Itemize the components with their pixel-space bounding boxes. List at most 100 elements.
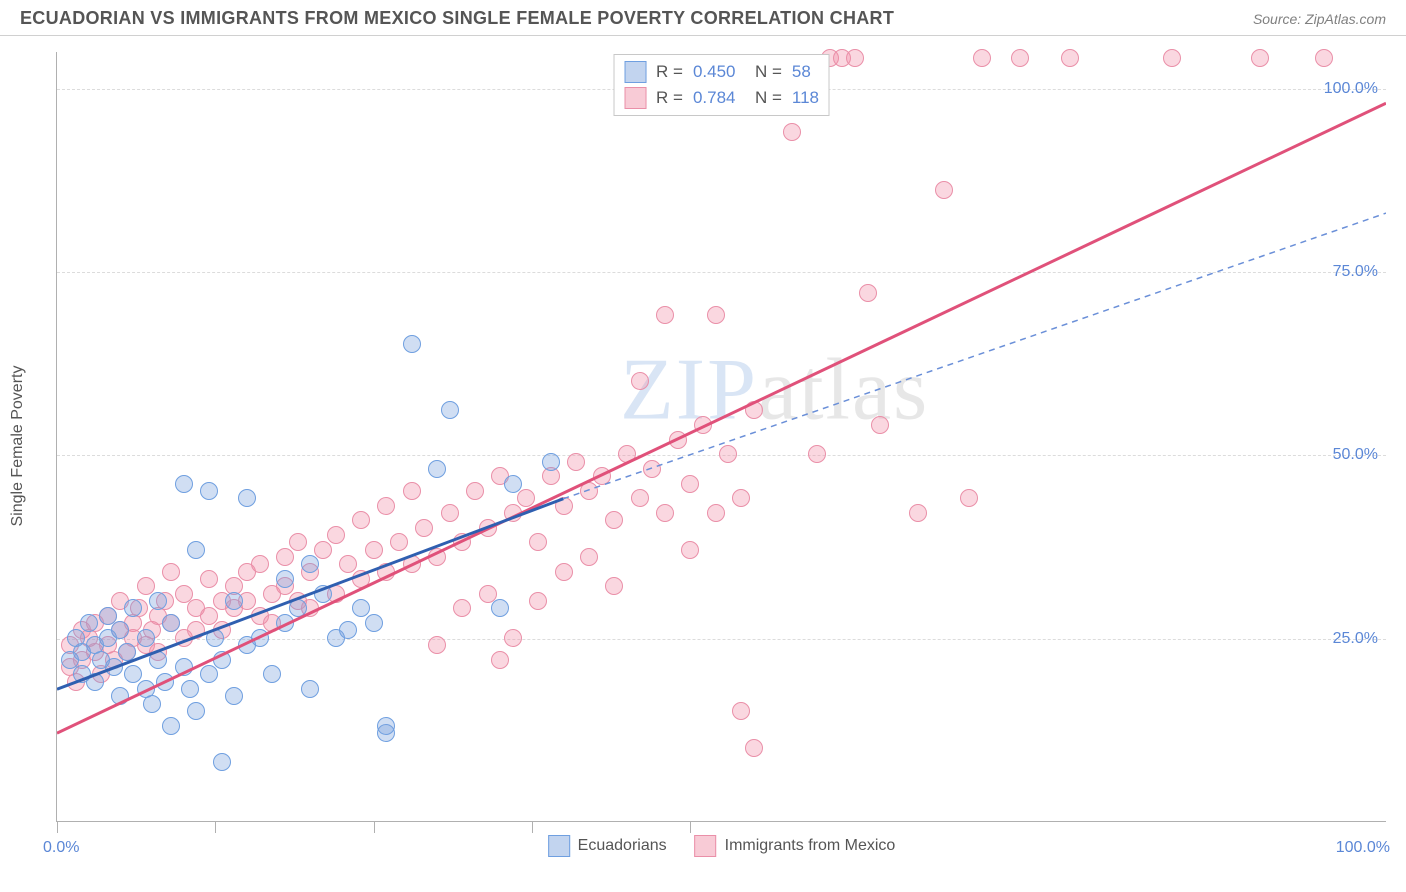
data-point	[935, 181, 953, 199]
data-point	[529, 533, 547, 551]
trend-lines	[57, 52, 1386, 821]
watermark-atlas: atlas	[758, 342, 929, 439]
n-label: N =	[742, 88, 786, 108]
data-point	[909, 504, 927, 522]
data-point	[124, 599, 142, 617]
data-point	[175, 475, 193, 493]
data-point	[707, 306, 725, 324]
data-point	[1011, 49, 1029, 67]
data-point	[973, 49, 991, 67]
data-point	[580, 482, 598, 500]
blue-n-value: 58	[792, 62, 811, 82]
data-point	[669, 431, 687, 449]
data-point	[200, 607, 218, 625]
data-point	[137, 577, 155, 595]
data-point	[200, 570, 218, 588]
x-tick	[690, 821, 691, 833]
y-axis-title: Single Female Poverty	[9, 366, 27, 527]
data-point	[289, 599, 307, 617]
data-point	[289, 533, 307, 551]
data-point	[352, 511, 370, 529]
data-point	[859, 284, 877, 302]
source-label: Source:	[1253, 11, 1301, 27]
data-point	[251, 555, 269, 573]
data-point	[276, 570, 294, 588]
data-point	[491, 651, 509, 669]
data-point	[377, 563, 395, 581]
data-point	[441, 401, 459, 419]
data-point	[181, 680, 199, 698]
data-point	[504, 629, 522, 647]
x-tick	[215, 821, 216, 833]
y-tick-label: 50.0%	[1333, 446, 1378, 464]
data-point	[1163, 49, 1181, 67]
data-point	[403, 335, 421, 353]
legend-label-blue: Ecuadorians	[578, 837, 667, 855]
data-point	[301, 555, 319, 573]
data-point	[187, 541, 205, 559]
data-point	[162, 563, 180, 581]
data-point	[339, 555, 357, 573]
data-point	[377, 497, 395, 515]
gridline	[57, 272, 1386, 273]
data-point	[567, 453, 585, 471]
data-point	[631, 372, 649, 390]
legend-item-pink: Immigrants from Mexico	[695, 835, 896, 857]
data-point	[504, 504, 522, 522]
data-point	[580, 548, 598, 566]
source-value: ZipAtlas.com	[1305, 11, 1386, 27]
data-point	[656, 504, 674, 522]
chart-title: ECUADORIAN VS IMMIGRANTS FROM MEXICO SIN…	[20, 8, 894, 29]
data-point	[365, 614, 383, 632]
data-point	[555, 563, 573, 581]
data-point	[441, 504, 459, 522]
data-point	[352, 570, 370, 588]
series-legend: Ecuadorians Immigrants from Mexico	[548, 835, 896, 857]
data-point	[276, 548, 294, 566]
data-point	[605, 577, 623, 595]
data-point	[314, 585, 332, 603]
x-tick	[57, 821, 58, 833]
data-point	[656, 306, 674, 324]
watermark-zip: ZIP	[620, 342, 758, 439]
data-point	[428, 460, 446, 478]
data-point	[251, 629, 269, 647]
data-point	[783, 123, 801, 141]
data-point	[415, 519, 433, 537]
data-point	[276, 614, 294, 632]
data-point	[517, 489, 535, 507]
data-point	[213, 753, 231, 771]
n-label: N =	[742, 62, 786, 82]
data-point	[479, 519, 497, 537]
data-point	[808, 445, 826, 463]
data-point	[529, 592, 547, 610]
data-point	[681, 541, 699, 559]
data-point	[605, 511, 623, 529]
data-point	[111, 687, 129, 705]
data-point	[745, 739, 763, 757]
data-point	[618, 445, 636, 463]
data-point	[403, 555, 421, 573]
scatter-chart: ZIPatlas 25.0%50.0%75.0%100.0% R = 0.450…	[56, 52, 1386, 822]
data-point	[80, 614, 98, 632]
data-point	[707, 504, 725, 522]
data-point	[643, 460, 661, 478]
pink-swatch-icon	[695, 835, 717, 857]
data-point	[504, 475, 522, 493]
y-tick-label: 25.0%	[1333, 630, 1378, 648]
data-point	[390, 533, 408, 551]
blue-swatch-icon	[548, 835, 570, 857]
data-point	[86, 673, 104, 691]
data-point	[1315, 49, 1333, 67]
r-label: R =	[652, 88, 687, 108]
data-point	[225, 687, 243, 705]
data-point	[118, 643, 136, 661]
y-tick-label: 75.0%	[1333, 263, 1378, 281]
data-point	[466, 482, 484, 500]
r-label: R =	[652, 62, 687, 82]
data-point	[428, 548, 446, 566]
data-point	[745, 401, 763, 419]
data-point	[732, 702, 750, 720]
data-point	[719, 445, 737, 463]
data-point	[301, 680, 319, 698]
